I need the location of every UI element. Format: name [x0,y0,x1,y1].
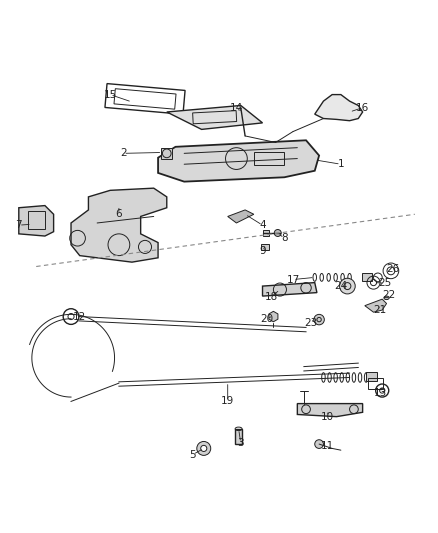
Circle shape [314,314,324,325]
Bar [366,372,377,381]
Text: 16: 16 [356,103,369,112]
Polygon shape [365,299,387,312]
Polygon shape [167,106,262,130]
Bar [161,148,172,159]
Text: 4: 4 [259,220,266,230]
Text: 18: 18 [265,292,278,302]
Polygon shape [19,206,53,236]
Text: 13: 13 [374,387,387,398]
Polygon shape [315,94,363,120]
Circle shape [315,440,323,448]
Text: 25: 25 [378,278,391,288]
Polygon shape [297,403,363,417]
Bar [105,84,185,114]
Bar [262,230,269,236]
Circle shape [197,441,211,455]
Text: 3: 3 [237,438,244,448]
Text: 24: 24 [334,281,347,291]
Circle shape [339,278,355,294]
Polygon shape [262,282,317,296]
Text: 14: 14 [230,103,243,112]
Text: 6: 6 [116,209,122,219]
Text: 5: 5 [190,449,196,459]
Text: 21: 21 [374,305,387,315]
Polygon shape [158,140,319,182]
Bar [28,211,45,229]
Bar [368,378,383,389]
Text: 19: 19 [221,397,234,407]
Text: 12: 12 [73,312,86,321]
Bar [254,152,284,165]
Circle shape [201,446,207,451]
Circle shape [274,230,281,237]
Bar [235,429,242,444]
Text: 20: 20 [260,314,273,324]
Text: 8: 8 [281,233,288,243]
Bar [361,273,372,281]
Text: 22: 22 [382,290,396,300]
Ellipse shape [384,296,389,300]
Text: 7: 7 [15,220,22,230]
Text: 2: 2 [120,148,127,158]
Text: 9: 9 [259,246,266,256]
Bar [114,88,176,109]
Text: 15: 15 [103,90,117,100]
Bar [261,244,268,250]
Text: 17: 17 [286,274,300,285]
Polygon shape [71,188,167,262]
Text: 1: 1 [338,159,344,169]
Bar [193,111,237,124]
Text: 26: 26 [386,264,400,273]
Text: 10: 10 [321,411,334,422]
Text: 11: 11 [321,441,335,451]
Polygon shape [269,311,278,322]
Text: 23: 23 [304,318,317,328]
Polygon shape [228,210,254,223]
